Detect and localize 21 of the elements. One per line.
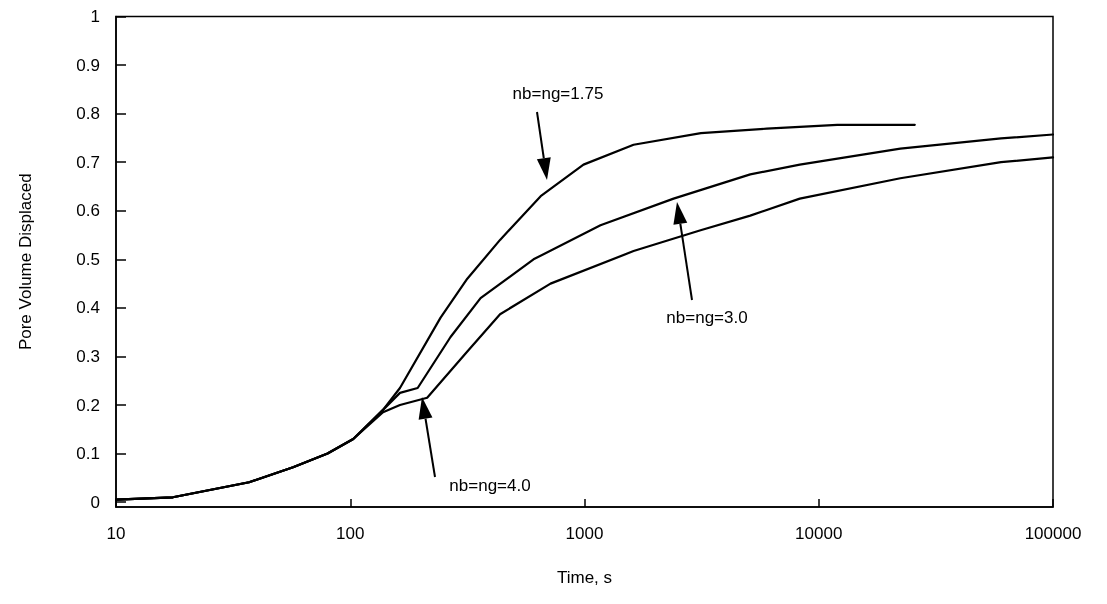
x-tick-label: 10000	[795, 524, 843, 543]
x-tick-label: 100	[336, 524, 365, 543]
y-tick-label: 0.4	[76, 298, 100, 318]
y-tick-label: 0.5	[76, 249, 100, 269]
y-tick-label: 0.2	[76, 395, 100, 415]
y-tick-label: 0.9	[76, 55, 100, 75]
x-tick-label: 10	[106, 524, 126, 543]
x-tick-label: 100000	[1024, 524, 1082, 543]
x-axis-title: Time, s	[556, 568, 613, 587]
y-axis-title: Pore Volume Displaced	[16, 173, 35, 351]
y-tick-label: 0.3	[76, 346, 100, 366]
x-tick-label: 1000	[565, 524, 604, 543]
y-tick-label: 0.8	[76, 104, 100, 124]
annotation: nb=ng=3.0	[666, 307, 748, 327]
y-tick-label: 0.1	[76, 444, 100, 464]
y-tick-label: 1	[90, 7, 100, 26]
annotation: nb=ng=4.0	[449, 475, 531, 495]
y-tick-label: 0.7	[76, 152, 100, 172]
annotation: nb=ng=1.75	[512, 83, 604, 103]
y-tick-label: 0	[90, 492, 100, 512]
y-tick-label: 0.6	[76, 201, 100, 221]
